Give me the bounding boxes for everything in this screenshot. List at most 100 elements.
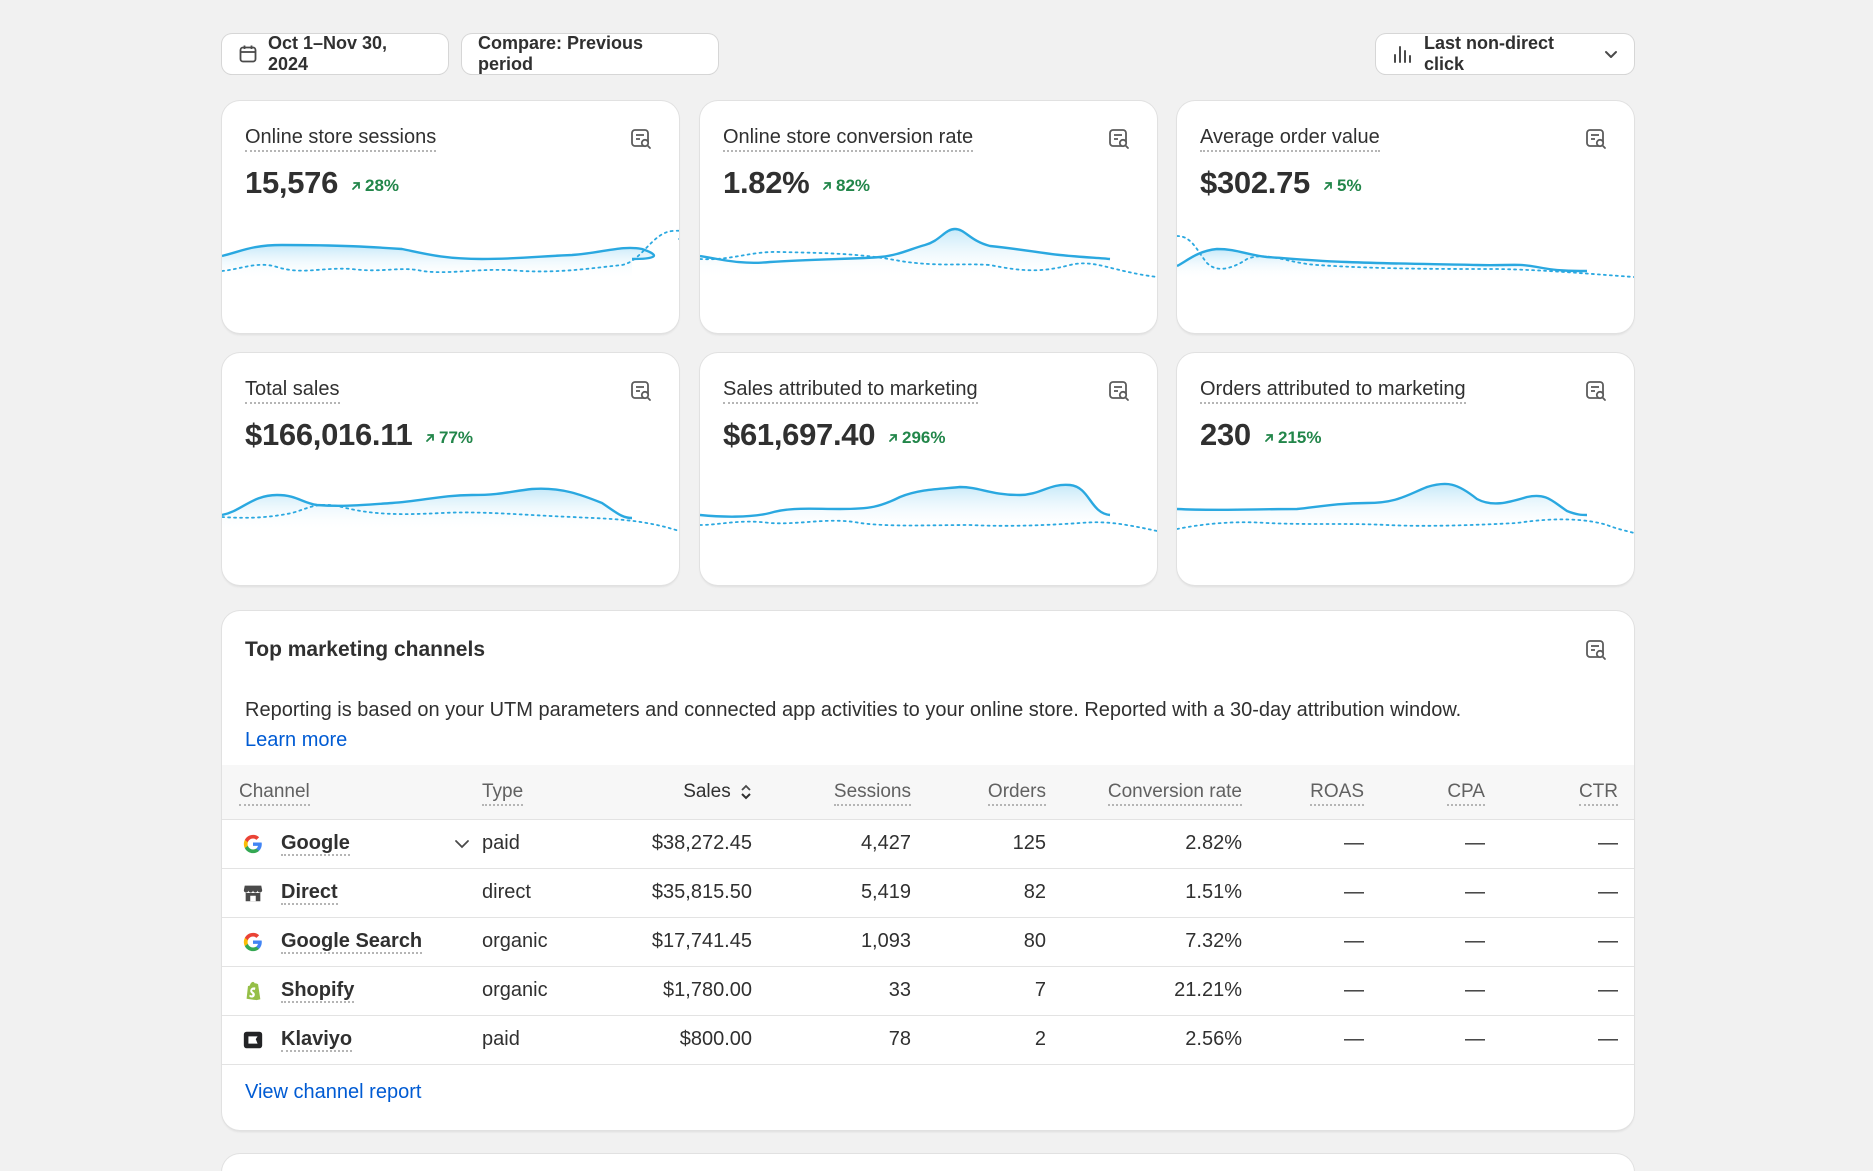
column-header-orders[interactable]: Orders <box>911 765 1046 820</box>
sparkline-current-line <box>700 227 1111 264</box>
metric-title[interactable]: Online store conversion rate <box>723 126 974 152</box>
explore-report-icon[interactable] <box>1584 638 1608 662</box>
sparkline-area <box>700 484 1110 531</box>
column-header-sales[interactable]: Sales <box>602 765 752 820</box>
cell-sales: $1,780.00 <box>602 966 752 1016</box>
column-header-roas[interactable]: ROAS <box>1242 765 1364 820</box>
metric-title[interactable]: Average order value <box>1200 126 1380 152</box>
cell-type: organic <box>482 917 602 967</box>
explore-report-icon[interactable] <box>1107 127 1131 151</box>
next-card-partial <box>222 1154 1634 1171</box>
cell-conversion-rate: 2.56% <box>1046 1015 1242 1065</box>
sparkline-chart-orders-attributed <box>1177 482 1634 534</box>
cell-sessions: 4,427 <box>752 819 911 869</box>
channels-description: Reporting is based on your UTM parameter… <box>245 695 1585 755</box>
metric-card-sessions[interactable]: Online store sessions 15,576 28% <box>222 101 679 333</box>
cell-type: organic <box>482 966 602 1016</box>
learn-more-link[interactable]: Learn more <box>245 729 348 751</box>
google-icon <box>242 833 264 855</box>
metric-delta: 82% <box>821 176 870 196</box>
sparkline-area <box>1177 483 1587 531</box>
metric-title[interactable]: Online store sessions <box>245 126 437 152</box>
sparkline-current-line <box>1177 247 1588 273</box>
cell-cpa: — <box>1364 868 1485 918</box>
channel-name[interactable]: Shopify <box>281 978 355 1003</box>
cell-cpa: — <box>1364 917 1485 967</box>
cell-ctr: — <box>1485 1015 1634 1065</box>
metric-delta: 77% <box>424 428 473 448</box>
explore-report-icon[interactable] <box>1584 379 1608 403</box>
sparkline-chart-sessions <box>222 229 679 279</box>
metric-value: $302.75 <box>1200 165 1310 200</box>
explore-report-icon[interactable] <box>1107 379 1131 403</box>
metric-value: 230 <box>1200 417 1251 452</box>
cell-roas: — <box>1242 917 1364 967</box>
cell-ctr: — <box>1485 966 1634 1016</box>
sparkline-comparison-line <box>700 251 1157 278</box>
compare-label: Compare: Previous period <box>478 33 644 74</box>
column-header-ctr[interactable]: CTR <box>1485 765 1634 820</box>
channel-name[interactable]: Klaviyo <box>281 1027 353 1052</box>
channel-name[interactable]: Google <box>281 831 350 856</box>
metric-title[interactable]: Sales attributed to marketing <box>723 378 978 404</box>
metric-card-average-order-value[interactable]: Average order value $302.75 5% <box>1177 101 1634 333</box>
cell-orders: 2 <box>911 1015 1046 1065</box>
table-header-row: Channel Type Sales Sessions Orders Conve… <box>222 765 1634 820</box>
metric-value: $166,016.11 <box>245 417 413 452</box>
attribution-model-dropdown[interactable]: Last non-direct click <box>1376 33 1634 74</box>
sparkline-current-line <box>1177 482 1588 517</box>
cell-sales: $38,272.45 <box>602 819 752 869</box>
column-header-channel[interactable]: Channel <box>222 765 482 820</box>
delta-value: 77% <box>439 428 474 447</box>
metric-value: 15,576 <box>245 165 339 200</box>
delta-value: 82% <box>836 176 871 195</box>
chevron-down-icon <box>1605 51 1617 58</box>
explore-report-icon[interactable] <box>629 379 653 403</box>
table-row[interactable]: Google paid $38,272.45 4,427 125 2.82% —… <box>222 819 1634 869</box>
channel-name[interactable]: Google Search <box>281 929 423 954</box>
compare-button[interactable]: Compare: Previous period <box>462 33 718 74</box>
column-header-sessions[interactable]: Sessions <box>752 765 911 820</box>
date-range-label: Oct 1–Nov 30, 2024 <box>268 33 388 74</box>
date-range-button[interactable]: Oct 1–Nov 30, 2024 <box>222 33 448 74</box>
metric-card-conversion-rate[interactable]: Online store conversion rate 1.82% 82% <box>700 101 1157 333</box>
cell-channel: Klaviyo <box>222 1015 482 1065</box>
explore-report-icon[interactable] <box>1584 127 1608 151</box>
cell-orders: 82 <box>911 868 1046 918</box>
channel-name[interactable]: Direct <box>281 880 338 905</box>
sort-icon[interactable] <box>740 783 752 801</box>
google-icon <box>242 931 264 953</box>
cell-channel: Google Search <box>222 917 482 967</box>
column-header-conversion-rate[interactable]: Conversion rate <box>1046 765 1242 820</box>
cell-roas: — <box>1242 868 1364 918</box>
sparkline-area <box>700 229 1110 279</box>
cell-cpa: — <box>1364 819 1485 869</box>
table-row[interactable]: Google Search organic $17,741.45 1,093 8… <box>222 917 1634 967</box>
metric-card-sales-attributed[interactable]: Sales attributed to marketing $61,697.40… <box>700 353 1157 585</box>
top-marketing-channels-card: Top marketing channels Reporting is base… <box>222 611 1634 1130</box>
view-channel-report-link[interactable]: View channel report <box>245 1081 422 1103</box>
metric-card-total-sales[interactable]: Total sales $166,016.11 77% <box>222 353 679 585</box>
metric-title[interactable]: Total sales <box>245 378 340 404</box>
cell-conversion-rate: 1.51% <box>1046 868 1242 918</box>
sparkline-current-line <box>222 487 633 520</box>
cell-conversion-rate: 7.32% <box>1046 917 1242 967</box>
shopify-icon <box>242 980 264 1002</box>
cell-ctr: — <box>1485 917 1634 967</box>
column-header-cpa[interactable]: CPA <box>1364 765 1485 820</box>
table-row[interactable]: Shopify organic $1,780.00 33 7 21.21% — … <box>222 966 1634 1016</box>
cell-roas: — <box>1242 1015 1364 1065</box>
metric-card-orders-attributed[interactable]: Orders attributed to marketing 230 215% <box>1177 353 1634 585</box>
sparkline-comparison-line <box>222 503 679 532</box>
table-row[interactable]: Klaviyo paid $800.00 78 2 2.56% — — — <box>222 1015 1634 1065</box>
card-title: Top marketing channels <box>245 638 485 661</box>
chevron-down-icon[interactable] <box>454 839 470 849</box>
sparkline-chart-average-order-value <box>1177 235 1634 279</box>
cell-type: paid <box>482 819 602 869</box>
explore-report-icon[interactable] <box>629 127 653 151</box>
metric-title[interactable]: Orders attributed to marketing <box>1200 378 1466 404</box>
table-row[interactable]: Direct direct $35,815.50 5,419 82 1.51% … <box>222 868 1634 918</box>
sparkline-chart-conversion-rate <box>700 227 1157 279</box>
column-header-type[interactable]: Type <box>482 765 602 820</box>
cell-type: paid <box>482 1015 602 1065</box>
